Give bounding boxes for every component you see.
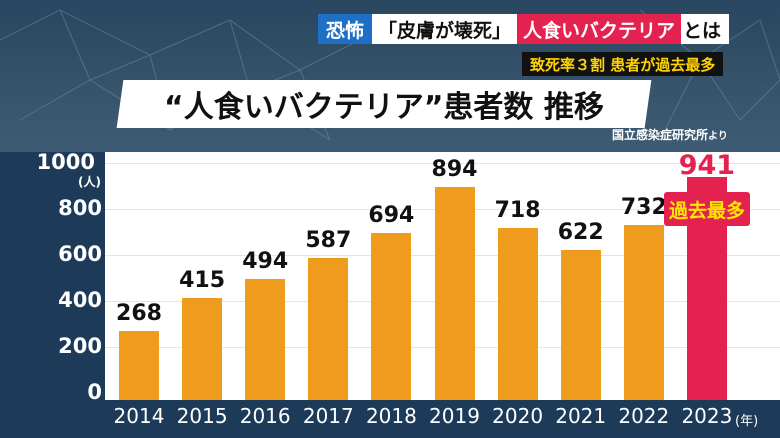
y-axis-unit: (人)	[78, 175, 101, 189]
source-credit: 国立感染症研究所より	[612, 126, 728, 143]
data-label: 622	[557, 219, 604, 245]
y-tick-label: 0	[87, 380, 102, 404]
x-tick-label: 2018	[365, 404, 417, 428]
y-tick-label: 1000	[36, 150, 95, 174]
y-tick-label: 400	[58, 288, 102, 312]
data-label: 732	[620, 194, 667, 220]
gridline	[105, 163, 780, 164]
y-axis-panel	[0, 152, 105, 438]
network-pattern	[0, 9, 780, 141]
bar	[497, 227, 538, 400]
chart-title: “人食いバクテリア”患者数 推移	[116, 80, 652, 128]
subtitle: 致死率３割 患者が過去最多	[522, 52, 724, 76]
bar	[371, 233, 412, 400]
x-tick-label: 2021	[555, 404, 607, 428]
data-label: 494	[242, 249, 289, 275]
bar	[245, 279, 286, 400]
bar	[308, 257, 349, 400]
source-suffix: より	[708, 131, 728, 142]
record-high-badge: 過去最多	[664, 192, 750, 226]
x-tick-label: 2019	[429, 404, 480, 428]
y-tick-label: 800	[58, 196, 102, 220]
x-tick-label: 2016	[239, 404, 291, 428]
topic-text-1: 「皮膚が壊死」	[372, 14, 518, 44]
topic-text-2: 人食いバクテリア	[517, 14, 682, 44]
y-tick-label: 600	[58, 242, 102, 266]
bar	[434, 187, 475, 400]
chart-title-text: “人食いバクテリア”患者数 推移	[164, 90, 604, 125]
data-label: 718	[494, 197, 541, 223]
x-tick-label: 2022	[618, 404, 670, 428]
bar	[182, 297, 223, 400]
data-label: 941	[678, 150, 736, 181]
topic-banner: 恐怖 「皮膚が壊死」 人食いバクテリア とは	[318, 14, 730, 44]
data-label: 694	[368, 203, 415, 229]
bar	[560, 249, 601, 400]
bar	[623, 224, 664, 400]
x-tick-label: 2015	[176, 404, 228, 428]
bar	[119, 331, 159, 400]
x-axis-unit: (年)	[735, 414, 759, 429]
data-label: 268	[116, 301, 162, 327]
data-label: 587	[305, 227, 352, 253]
x-tick-label: 2014	[113, 404, 165, 428]
x-axis-panel	[105, 400, 780, 438]
x-tick-label: 2020	[492, 404, 544, 428]
source-name: 国立感染症研究所	[612, 128, 709, 142]
topic-tag: 恐怖	[318, 14, 373, 44]
topic-text-3: とは	[681, 14, 730, 44]
data-label: 894	[431, 157, 478, 183]
y-tick-label: 200	[58, 334, 102, 358]
x-tick-label: 2023	[681, 404, 733, 428]
x-tick-label: 2017	[302, 404, 354, 428]
data-label: 415	[179, 267, 226, 293]
